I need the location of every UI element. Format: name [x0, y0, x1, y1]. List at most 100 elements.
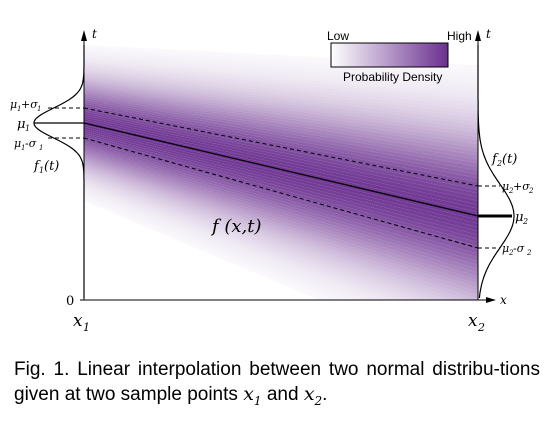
density-band-strip — [84, 148, 478, 269]
right-t-label: t — [486, 27, 491, 41]
x1-label: x 1 — [73, 311, 90, 334]
density-band-strip — [84, 50, 478, 81]
density-band-strip — [84, 130, 478, 235]
density-band-strip — [84, 109, 478, 194]
interpolation-diagram: t t x 0 x 1 x 2 μ 1 +σ 1 μ 1 μ 1 -σ 1 f … — [10, 27, 534, 334]
density-band-strip — [84, 197, 335, 300]
density-band-strip — [84, 167, 471, 300]
density-band-strip — [84, 74, 478, 126]
svg-text:(t): (t) — [502, 152, 517, 167]
caption-and: and — [261, 384, 304, 405]
density-band-strip — [84, 105, 478, 186]
caption-x2: x — [303, 383, 315, 405]
density-band-strip — [84, 101, 478, 179]
density-band-strip — [84, 93, 478, 164]
legend-low-label: Low — [327, 29, 349, 43]
density-band-strip — [84, 177, 419, 300]
svg-text:f: f — [33, 159, 41, 174]
density-band-strip — [84, 187, 374, 300]
density-band-strip — [84, 66, 478, 111]
svg-text:2: 2 — [477, 321, 485, 334]
density-band-strip — [84, 87, 478, 152]
density-band-strip — [84, 80, 478, 137]
svg-text:x: x — [73, 311, 83, 331]
zero-label: 0 — [66, 294, 74, 309]
density-band-strip — [84, 85, 478, 149]
density-band-strip — [84, 48, 478, 77]
density-band-strip — [84, 64, 478, 107]
density-band-strip — [84, 126, 478, 228]
right-f2-label: f 2 (t) — [491, 152, 517, 168]
density-band-strip — [84, 136, 478, 247]
density-band-strip — [84, 56, 478, 92]
right-mu-label: μ 2 — [515, 210, 528, 226]
density-band-strip — [84, 138, 478, 250]
caption-suffix: . — [322, 384, 328, 405]
density-band-strip — [84, 152, 478, 277]
svg-text:μ: μ — [502, 242, 509, 255]
density-band-strip — [84, 134, 478, 243]
density-band-strip — [84, 124, 478, 224]
caption-x1-sub: 1 — [253, 393, 262, 408]
density-band-strip — [84, 158, 478, 288]
density-band-strip — [84, 154, 478, 281]
density-band-strip — [84, 62, 478, 103]
left-f1-label: f 1 (t) — [33, 159, 59, 175]
density-band-strip — [84, 113, 478, 201]
density-band-strip — [84, 160, 478, 292]
svg-text:μ: μ — [502, 180, 509, 193]
svg-text:μ: μ — [515, 210, 523, 225]
right-distribution-curve — [477, 45, 515, 299]
svg-text:1: 1 — [83, 321, 90, 334]
svg-text:2: 2 — [522, 217, 528, 226]
density-band-strip — [84, 97, 478, 171]
svg-text:1: 1 — [25, 124, 30, 133]
density-band-strip — [84, 146, 478, 266]
svg-text:f: f — [491, 152, 499, 167]
density-band-strip — [84, 185, 383, 300]
caption-text: Fig. 1. Linear interpolation between two… — [14, 359, 540, 405]
density-band-strip — [84, 165, 478, 300]
density-band-strip — [84, 84, 478, 145]
legend-title: Probability Density — [343, 70, 442, 84]
right-mu-minus-sigma-label: μ 2 -σ 2 — [502, 242, 532, 257]
right-t-axis-arrow — [475, 30, 481, 41]
density-band-strip — [84, 193, 350, 300]
density-band-strip — [84, 111, 478, 198]
svg-text:2: 2 — [508, 249, 514, 257]
caption-x1: x — [243, 383, 254, 405]
svg-text:1: 1 — [39, 166, 44, 175]
left-distribution-curve — [33, 45, 85, 298]
caption-x2-sub: 2 — [314, 393, 323, 408]
density-band-strip — [84, 54, 478, 88]
x-axis-label: x — [500, 293, 507, 307]
svg-text:-σ: -σ — [513, 242, 525, 255]
density-band-strip — [84, 68, 478, 115]
x2-label: x 2 — [468, 311, 485, 334]
svg-text:μ: μ — [17, 117, 25, 132]
left-mu-label: μ 1 — [17, 117, 30, 133]
density-band-strip — [84, 95, 478, 167]
density-band-strip — [84, 99, 478, 175]
density-band-strip — [84, 179, 410, 300]
left-t-axis-arrow — [81, 30, 87, 41]
density-band-strip — [84, 119, 478, 213]
density-band-strip — [84, 91, 478, 160]
svg-text:2: 2 — [496, 159, 502, 168]
density-band-strip — [84, 58, 478, 96]
density-band-strip — [84, 76, 478, 130]
density-band-strip — [84, 173, 439, 300]
density-band-strip — [84, 142, 478, 258]
left-mu-minus-sigma-label: μ 1 -σ 1 — [14, 137, 43, 152]
svg-text:2: 2 — [508, 187, 514, 195]
svg-text:μ: μ — [10, 98, 17, 111]
x-axis-arrow — [486, 297, 496, 303]
density-band — [84, 46, 478, 300]
mean-line — [83, 122, 479, 217]
figure-caption: Fig. 1. Linear interpolation between two… — [14, 358, 540, 413]
center-function-label: f (x,t) — [210, 216, 262, 237]
density-band-strip — [84, 132, 478, 239]
density-band-strip — [84, 128, 478, 232]
left-t-label: t — [92, 27, 97, 41]
svg-text:x: x — [468, 311, 478, 331]
